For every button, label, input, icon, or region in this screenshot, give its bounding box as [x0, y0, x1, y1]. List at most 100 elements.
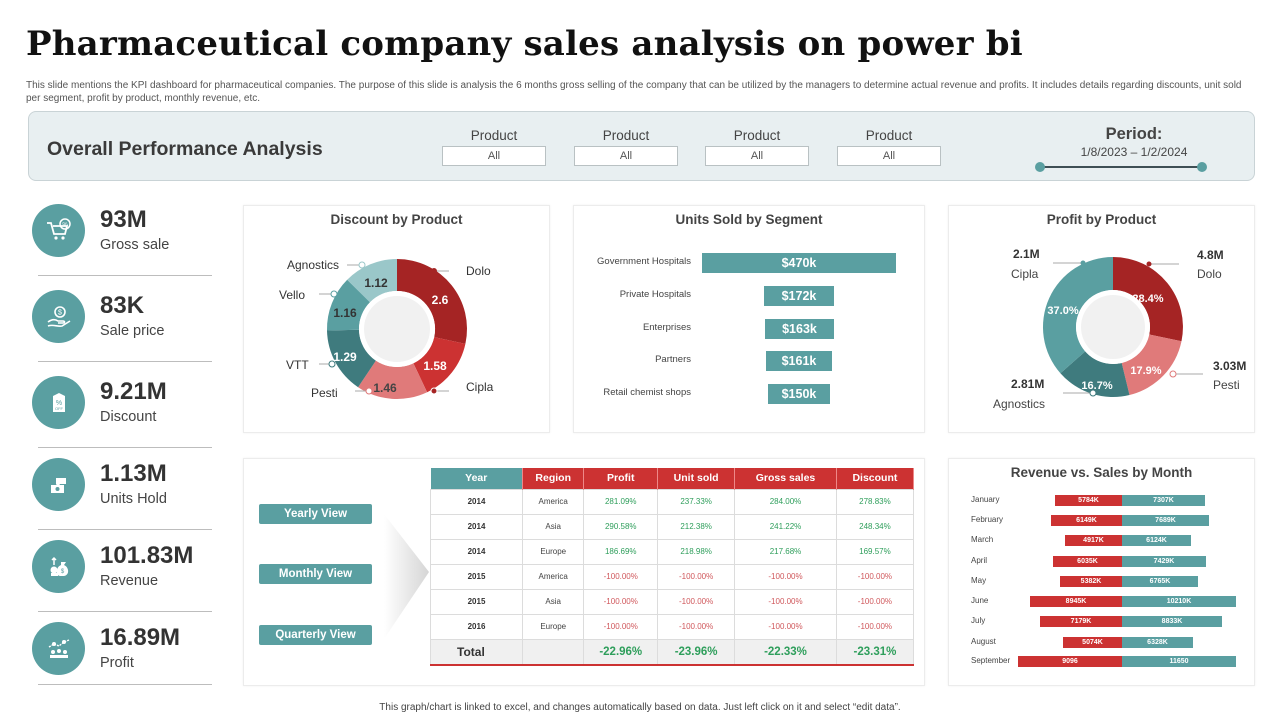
- sales-bar[interactable]: 8833K: [1122, 616, 1222, 627]
- table-row: 2015 Asia -100.00% -100.00% -100.00% -10…: [430, 588, 915, 615]
- divider: [38, 361, 212, 362]
- kpi-value: 1.13M: [100, 460, 167, 487]
- kpi-label: Discount: [100, 409, 157, 425]
- kpi-value: 16.89M: [100, 624, 181, 651]
- period-slider[interactable]: [1035, 162, 1207, 172]
- sales-bar[interactable]: 7429K: [1122, 556, 1206, 567]
- yearly-view-button[interactable]: Yearly View: [259, 504, 372, 524]
- divider: [38, 529, 212, 530]
- kpi-revenue: $ 101.83M Revenue: [32, 536, 212, 616]
- revenue-bar[interactable]: 4917K: [1065, 535, 1122, 546]
- product-filter-4[interactable]: Product All: [837, 128, 941, 166]
- table-cell: -100.00%: [734, 563, 837, 590]
- sales-bar[interactable]: 7307K: [1122, 495, 1205, 506]
- table-cell: 278.83%: [835, 488, 915, 515]
- bar-label: Private Hospitals: [619, 289, 691, 300]
- monthly-view-button[interactable]: Monthly View: [259, 564, 372, 584]
- filter-dropdown[interactable]: All: [705, 146, 809, 166]
- month-row: August 5074K 6328K: [949, 637, 1254, 648]
- revenue-bar[interactable]: 7179K: [1040, 616, 1122, 627]
- column-header[interactable]: Year: [430, 468, 523, 489]
- filter-dropdown[interactable]: All: [442, 146, 546, 166]
- table-total-row: Total -22.96% -23.96% -22.33% -23.31%: [430, 638, 915, 666]
- period-range: 1/8/2023 – 1/2/2024: [1080, 145, 1188, 159]
- sales-bar[interactable]: 7689K: [1122, 515, 1209, 526]
- bar[interactable]: $470k: [702, 253, 896, 273]
- table-cell: America: [521, 488, 585, 515]
- arrow-chevron-icon: [384, 514, 429, 639]
- slice-label: Dolo: [1197, 267, 1222, 281]
- kpi-value: 9.21M: [100, 378, 167, 405]
- table-cell: 237.33%: [657, 488, 736, 515]
- sales-bar[interactable]: 6765K: [1122, 576, 1198, 587]
- column-header[interactable]: Discount: [836, 468, 915, 489]
- sales-bar[interactable]: 10210K: [1122, 596, 1236, 607]
- hand-money-icon: $: [32, 290, 85, 343]
- table-cell: -100.00%: [734, 613, 837, 640]
- slider-track: [1040, 166, 1202, 168]
- regional-performance-panel: Yearly View Monthly View Quarterly View …: [243, 458, 925, 686]
- table-cell: -100.00%: [657, 563, 736, 590]
- sales-bar[interactable]: 11650: [1122, 656, 1236, 667]
- bar[interactable]: $163k: [765, 319, 834, 339]
- revenue-bar[interactable]: 5382K: [1060, 576, 1122, 587]
- revenue-bar[interactable]: 6035K: [1053, 556, 1122, 567]
- bar[interactable]: $161k: [766, 351, 832, 371]
- chart-title: Profit by Product: [1046, 212, 1157, 227]
- product-filter-3[interactable]: Product All: [705, 128, 809, 166]
- total-cell: -22.33%: [734, 638, 837, 666]
- sales-bar[interactable]: 6124K: [1122, 535, 1191, 546]
- filter-label: Product: [470, 128, 518, 143]
- profit-by-product-chart: Profit by Product 28.4% 17.9% 16.7% 37.0…: [948, 205, 1255, 433]
- slider-start-handle[interactable]: [1035, 162, 1045, 172]
- slice-value: 4.8M: [1197, 248, 1224, 262]
- product-filter-2[interactable]: Product All: [574, 128, 678, 166]
- filter-dropdown[interactable]: All: [574, 146, 678, 166]
- bar[interactable]: $172k: [764, 286, 834, 306]
- month-row: July 7179K 8833K: [949, 616, 1254, 627]
- bar-row: Retail chemist shops $150k: [574, 384, 924, 404]
- product-filter-1[interactable]: Product All: [442, 128, 546, 166]
- filter-bar: Overall Performance Analysis Product All…: [28, 111, 1255, 181]
- total-label: Total: [430, 638, 523, 666]
- slider-end-handle[interactable]: [1197, 162, 1207, 172]
- table-row: 2015 America -100.00% -100.00% -100.00% …: [430, 563, 915, 590]
- month-label: February: [971, 515, 1004, 524]
- total-cell: -23.31%: [835, 638, 915, 666]
- sales-bar[interactable]: 6328K: [1122, 637, 1193, 648]
- bar-label: Enterprises: [642, 322, 691, 333]
- revenue-bar[interactable]: 9096: [1018, 656, 1122, 667]
- bar[interactable]: $150k: [768, 384, 830, 404]
- month-label: June: [971, 596, 989, 605]
- svg-text:1.12: 1.12: [364, 276, 388, 290]
- section-heading: Overall Performance Analysis: [47, 138, 323, 160]
- table-cell: 2015: [430, 563, 523, 590]
- discount-tag-icon: % OFF: [32, 376, 85, 429]
- table-cell: [521, 638, 585, 666]
- filter-dropdown[interactable]: All: [837, 146, 941, 166]
- revenue-bar[interactable]: 6149K: [1051, 515, 1122, 526]
- table-cell: Europe: [521, 538, 585, 565]
- kpi-value: 101.83M: [100, 542, 194, 569]
- column-header[interactable]: Profit: [583, 468, 659, 489]
- table-cell: America: [521, 563, 585, 590]
- svg-text:%: %: [55, 400, 61, 407]
- legend-label: Dolo: [466, 264, 491, 278]
- revenue-bar[interactable]: 5074K: [1063, 637, 1122, 648]
- table-cell: 290.58%: [583, 513, 659, 540]
- column-header[interactable]: Gross sales: [734, 468, 837, 489]
- table-cell: 2014: [430, 538, 523, 565]
- month-row: January 5784K 7307K: [949, 495, 1254, 506]
- svg-text:17.9%: 17.9%: [1130, 365, 1161, 377]
- revenue-bar[interactable]: 8945K: [1030, 596, 1122, 607]
- shopping-cart-icon: %: [32, 204, 85, 257]
- quarterly-view-button[interactable]: Quarterly View: [259, 625, 372, 645]
- column-header[interactable]: Unit sold: [657, 468, 736, 489]
- month-row: September 9096 11650: [949, 656, 1254, 667]
- money-bag-icon: $: [32, 540, 85, 593]
- revenue-bar[interactable]: 5784K: [1055, 495, 1122, 506]
- table-cell: -100.00%: [657, 588, 736, 615]
- kpi-label: Gross sale: [100, 237, 170, 253]
- column-header[interactable]: Region: [522, 468, 585, 489]
- slice-label: Agnostics: [993, 397, 1046, 411]
